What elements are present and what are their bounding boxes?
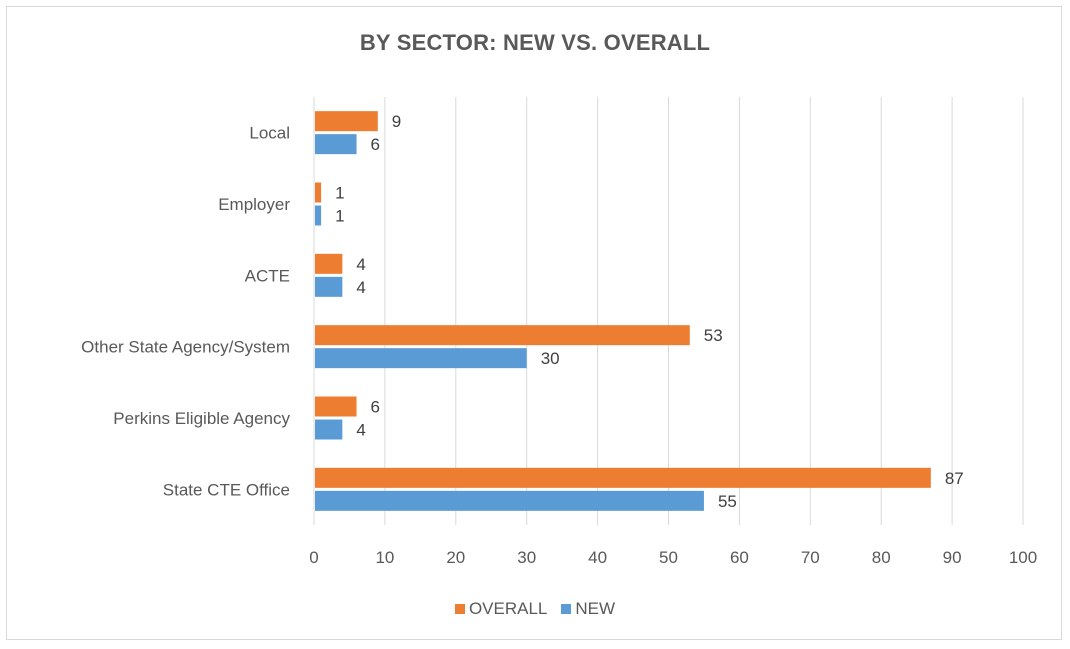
bar-overall [315,396,357,417]
legend-item: OVERALL [454,599,548,619]
category-label: Local [249,124,290,143]
x-tick-label: 10 [375,548,394,567]
data-label: 6 [371,398,380,417]
bar-overall [315,253,343,274]
data-label: 87 [945,469,964,488]
legend-item: NEW [561,599,615,619]
bar-new [315,205,322,226]
data-label: 4 [356,421,365,440]
x-tick-label: 20 [446,548,465,567]
data-label: 53 [704,326,723,345]
data-label: 1 [335,184,344,203]
bar-new [315,419,343,440]
x-tick-label: 100 [1009,548,1037,567]
data-label: 6 [371,135,380,154]
data-label: 1 [335,207,344,226]
bar-overall [315,325,690,346]
data-label: 4 [356,278,365,297]
category-label: ACTE [245,266,290,285]
bar-new [315,134,357,155]
x-tick-label: 50 [659,548,678,567]
x-tick-label: 80 [872,548,891,567]
bar-overall [315,467,931,488]
x-tick-label: 70 [801,548,820,567]
bar-new [315,490,704,511]
chart-legend: OVERALL NEW [0,599,1070,619]
x-tick-label: 60 [730,548,749,567]
bar-overall [315,111,378,132]
x-tick-label: 90 [943,548,962,567]
x-tick-label: 0 [309,548,318,567]
chart-title: BY SECTOR: NEW VS. OVERALL [359,30,711,55]
legend-swatch [561,604,572,614]
legend-swatch [454,604,465,614]
legend-label: NEW [575,599,616,618]
bar-overall [315,182,322,203]
data-label: 4 [356,255,365,274]
x-tick-label: 40 [588,548,607,567]
data-label: 55 [718,492,737,511]
category-label: Perkins Eligible Agency [113,409,290,428]
category-label: Employer [218,195,290,214]
data-label: 30 [541,349,560,368]
legend-label: OVERALL [468,599,548,618]
bar-new [315,276,343,297]
x-tick-label: 30 [517,548,536,567]
data-label: 9 [392,112,401,131]
chart-frame [6,6,1062,640]
bar-new [315,348,527,369]
category-label: State CTE Office [163,480,290,499]
category-label: Other State Agency/System [81,338,290,357]
